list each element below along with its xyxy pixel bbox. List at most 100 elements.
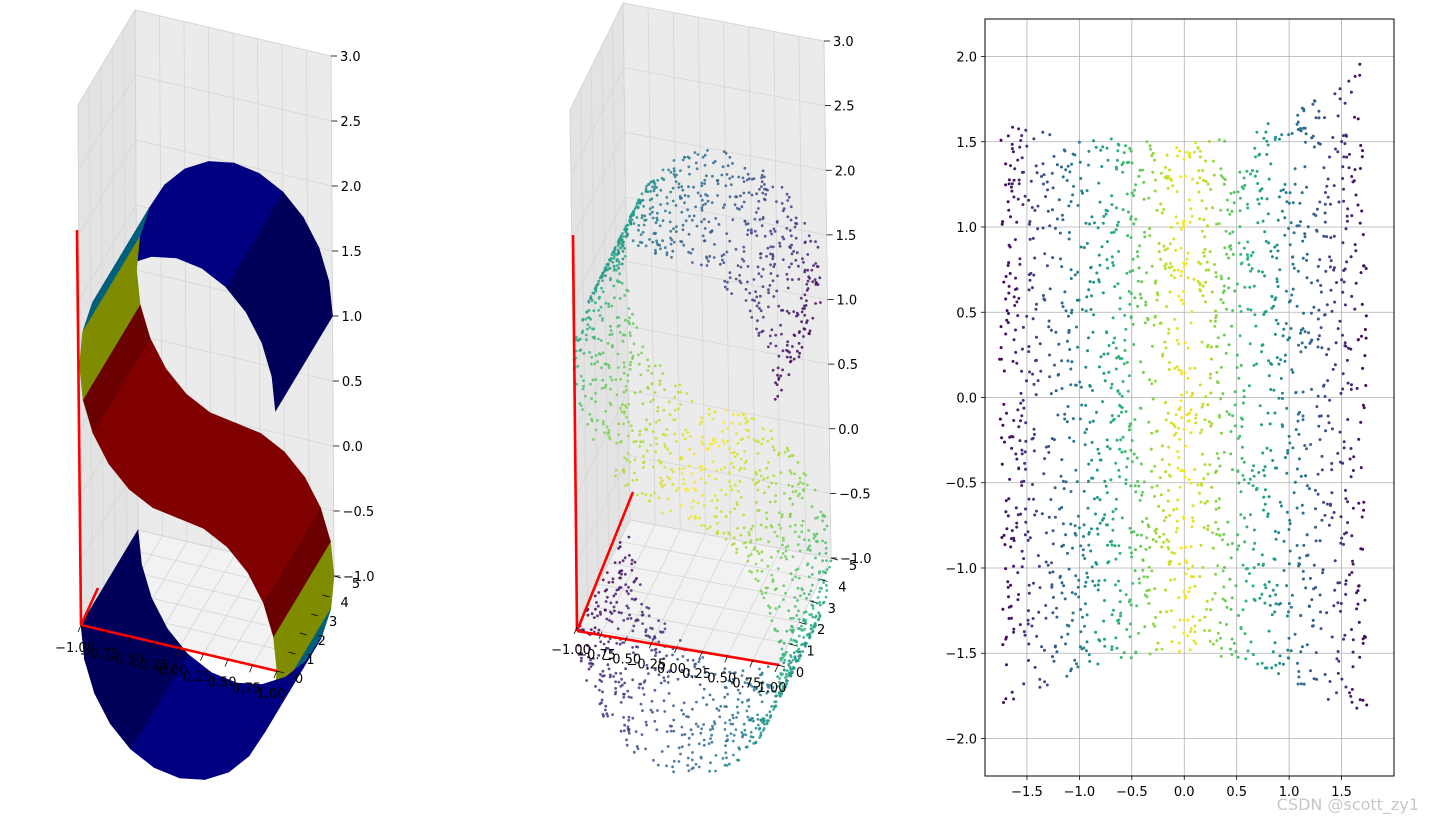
scatter-3d-point bbox=[662, 657, 666, 660]
scatter-2d-point bbox=[1159, 610, 1162, 614]
scatter-2d-point bbox=[1353, 115, 1356, 119]
scatter-2d-point bbox=[1084, 649, 1088, 653]
scatter-3d-point bbox=[650, 382, 654, 386]
scatter-3d-point bbox=[795, 614, 799, 617]
scatter-2d-point bbox=[1204, 179, 1208, 183]
scatter-2d-point bbox=[1248, 342, 1252, 346]
scatter-3d-point bbox=[797, 609, 800, 613]
scatter-2d-point bbox=[1001, 643, 1005, 647]
scatter-3d-point bbox=[659, 188, 663, 192]
red-x-axis-line bbox=[576, 629, 780, 667]
scatter-2d-point bbox=[1350, 383, 1353, 387]
scatter-3d-point bbox=[739, 457, 743, 461]
scatter-2d-point bbox=[1226, 208, 1230, 212]
scatter-3d-point bbox=[682, 712, 685, 716]
scatter-2d-point bbox=[1069, 277, 1073, 280]
scatter-2d-point bbox=[1310, 387, 1313, 391]
y-tick-mark bbox=[788, 643, 796, 646]
scatter-3d-point bbox=[777, 523, 781, 527]
scatter-2d-point bbox=[1342, 155, 1346, 159]
scatter-3d-point bbox=[781, 672, 784, 676]
scatter-2d-point bbox=[1109, 420, 1113, 424]
scatter-2d-point bbox=[1342, 199, 1346, 203]
scatter-2d-point bbox=[1330, 635, 1334, 639]
scatter-2d-point bbox=[1010, 690, 1014, 694]
scatter-3d-point bbox=[787, 455, 791, 458]
scatter-2d-point bbox=[1283, 183, 1287, 186]
scatter-3d-point bbox=[637, 244, 640, 248]
scatter-2d-point bbox=[1285, 614, 1289, 618]
scatter-2d-point bbox=[1334, 341, 1338, 345]
scatter-2d-point bbox=[1036, 227, 1040, 231]
scatter-2d-point bbox=[1278, 654, 1282, 658]
scatter-2d-point bbox=[1296, 113, 1300, 117]
scatter-2d-point bbox=[1252, 528, 1256, 532]
scatter-2d-point bbox=[1197, 169, 1201, 173]
scatter-2d-point bbox=[1277, 195, 1281, 199]
scatter-2d-point bbox=[1219, 431, 1223, 435]
scatter-2d-point bbox=[1033, 256, 1037, 260]
scatter-2d-point bbox=[1177, 456, 1181, 460]
scatter-2d-point bbox=[1198, 281, 1202, 285]
scatter-2d-point bbox=[1068, 436, 1071, 440]
scatter-3d-point bbox=[681, 228, 685, 232]
scatter-3d-point bbox=[737, 758, 741, 762]
scatter-3d-point bbox=[765, 722, 769, 726]
scatter-2d-point bbox=[1275, 243, 1279, 247]
scatter-3d-point bbox=[760, 180, 764, 184]
scatter-3d-point bbox=[675, 173, 678, 177]
scatter-2d-point bbox=[1054, 330, 1058, 334]
scatter-3d-point bbox=[710, 499, 714, 503]
scatter-2d-point bbox=[1273, 245, 1277, 249]
scatter-2d-point bbox=[1253, 599, 1257, 602]
scatter-2d-point bbox=[1291, 287, 1295, 291]
scatter-2d-point bbox=[1007, 312, 1010, 315]
scatter-3d-point bbox=[786, 215, 790, 219]
scatter-3d-point bbox=[651, 205, 655, 209]
scatter-3d-point bbox=[700, 198, 704, 202]
scatter-3d-point bbox=[767, 485, 771, 489]
y-tick-mark bbox=[799, 621, 807, 625]
scatter-3d-point bbox=[697, 516, 701, 520]
scatter-3d-point bbox=[644, 720, 648, 724]
scatter-2d-point bbox=[1287, 133, 1291, 137]
scatter-3d-point bbox=[667, 168, 670, 172]
scatter-2d-point bbox=[1330, 468, 1334, 472]
scatter-2d-point bbox=[1332, 266, 1336, 270]
scatter-2d-point bbox=[1216, 631, 1220, 635]
scatter-2d-point bbox=[1266, 515, 1270, 518]
scatter-2d-point bbox=[1179, 274, 1183, 278]
scatter-3d-point bbox=[618, 331, 622, 334]
scatter-2d-point bbox=[1238, 209, 1242, 213]
scatter-3d-point bbox=[653, 668, 657, 672]
scatter-2d-point bbox=[1073, 273, 1077, 277]
scatter-3d-point bbox=[600, 366, 603, 370]
scatter-3d-point bbox=[821, 559, 824, 563]
scatter-2d-point bbox=[1048, 571, 1052, 575]
scatter-3d-point bbox=[805, 282, 809, 286]
scatter-2d-point bbox=[1271, 650, 1275, 654]
scatter-2d-point bbox=[1301, 569, 1305, 573]
scatter-3d-point bbox=[625, 288, 628, 292]
scatter-2d-point bbox=[1199, 543, 1203, 547]
scatter-3d-point bbox=[594, 301, 597, 305]
scatter-2d-point bbox=[1030, 624, 1034, 628]
scatter-2d-point bbox=[1067, 231, 1071, 234]
scatter-2d-point bbox=[1029, 179, 1033, 183]
scatter-2d-point bbox=[1282, 569, 1286, 572]
scatter-3d-point bbox=[611, 577, 615, 581]
scatter-2d-point bbox=[1125, 271, 1129, 275]
scatter-3d-point bbox=[798, 549, 802, 553]
scatter-2d-point bbox=[1287, 656, 1291, 660]
scatter-3d-point bbox=[738, 468, 741, 472]
scatter-2d-point bbox=[1348, 152, 1351, 156]
scatter-3d-point bbox=[760, 671, 764, 675]
grid-y bbox=[590, 67, 800, 623]
scatter-2d-point bbox=[1136, 304, 1140, 308]
scatter-2d-point bbox=[1076, 585, 1080, 589]
scatter-3d-point bbox=[746, 172, 750, 176]
scatter-2d-point bbox=[1243, 540, 1247, 544]
scatter-2d-point bbox=[1203, 615, 1207, 619]
scatter-2d-point bbox=[1082, 535, 1085, 538]
scatter-2d-point bbox=[1242, 187, 1245, 191]
